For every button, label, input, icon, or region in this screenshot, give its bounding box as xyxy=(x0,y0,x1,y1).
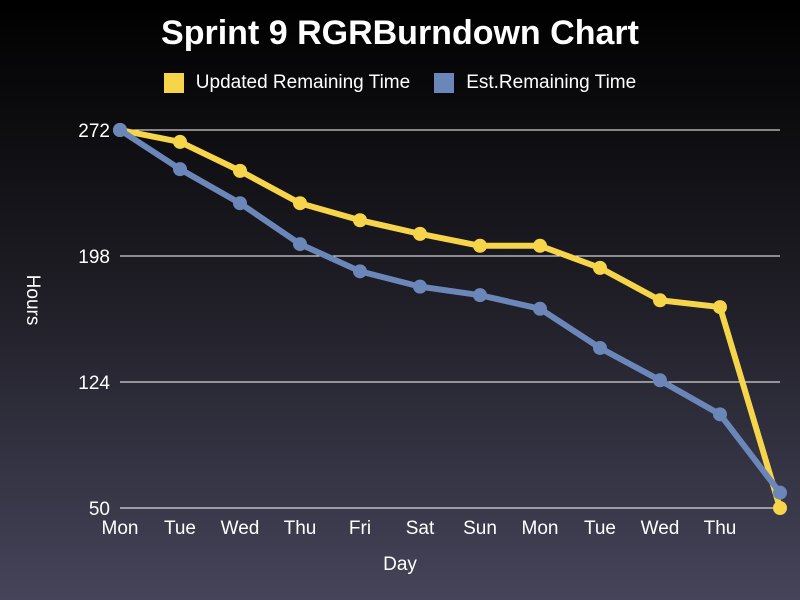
legend-label-updated: Updated Remaining Time xyxy=(195,72,411,93)
x-tick-label: Sat xyxy=(406,518,435,539)
data-point xyxy=(533,238,547,253)
y-tick-label: 124 xyxy=(78,373,110,394)
data-point xyxy=(713,300,727,315)
legend-label-estimated: Est.Remaining Time xyxy=(466,72,637,93)
x-tick-label: Thu xyxy=(284,518,317,539)
x-tick-label: Fri xyxy=(349,518,371,539)
x-tick-label: Mon xyxy=(102,518,139,539)
chart-title: Sprint 9 RGRBurndown Chart xyxy=(161,14,639,52)
gridlines xyxy=(120,129,780,509)
x-tick-labels: Mon Tue Wed Thu Fri Sat Sun Mon Tue Wed Thu xyxy=(102,518,737,539)
data-point xyxy=(293,196,307,211)
legend-item-estimated: Est.Remaining Time xyxy=(434,72,636,94)
data-point xyxy=(113,123,127,137)
data-point xyxy=(173,134,187,149)
data-point xyxy=(353,213,367,228)
y-tick-labels: 272 198 124 50 xyxy=(78,121,110,520)
data-point xyxy=(653,373,667,388)
series-lines xyxy=(113,123,787,515)
legend-item-updated: Updated Remaining Time xyxy=(163,72,411,94)
data-point xyxy=(413,279,427,294)
legend-swatch-estimated xyxy=(434,73,455,93)
series-line xyxy=(117,127,783,511)
data-point xyxy=(533,301,547,316)
data-point xyxy=(773,501,787,515)
data-point xyxy=(353,264,367,279)
x-axis-label: Day xyxy=(383,554,417,575)
y-tick-label: 198 xyxy=(78,247,110,268)
data-point xyxy=(773,485,787,500)
y-axis-label: Hours xyxy=(22,275,43,326)
data-point xyxy=(653,293,667,308)
x-tick-label: Wed xyxy=(221,518,260,539)
series-updated xyxy=(113,123,787,515)
x-tick-label: Sun xyxy=(463,518,497,539)
data-point xyxy=(593,260,607,275)
data-point xyxy=(173,162,187,177)
series-estimated xyxy=(113,123,787,500)
data-point xyxy=(593,340,607,355)
y-tick-label: 50 xyxy=(89,499,110,520)
legend-swatch-updated xyxy=(163,73,184,93)
data-point xyxy=(293,237,307,252)
data-point xyxy=(473,238,487,253)
x-tick-label: Mon xyxy=(522,518,559,539)
x-tick-label: Tue xyxy=(584,518,616,539)
data-point xyxy=(413,226,427,241)
x-tick-label: Thu xyxy=(704,518,737,539)
series-line xyxy=(117,127,783,496)
data-point xyxy=(473,288,487,303)
data-point xyxy=(713,407,727,422)
data-point xyxy=(233,163,247,178)
data-point xyxy=(233,196,247,211)
legend: Updated Remaining Time Est.Remaining Tim… xyxy=(0,72,800,94)
x-tick-label: Tue xyxy=(164,518,196,539)
y-tick-label: 272 xyxy=(78,121,110,142)
x-tick-label: Wed xyxy=(641,518,680,539)
